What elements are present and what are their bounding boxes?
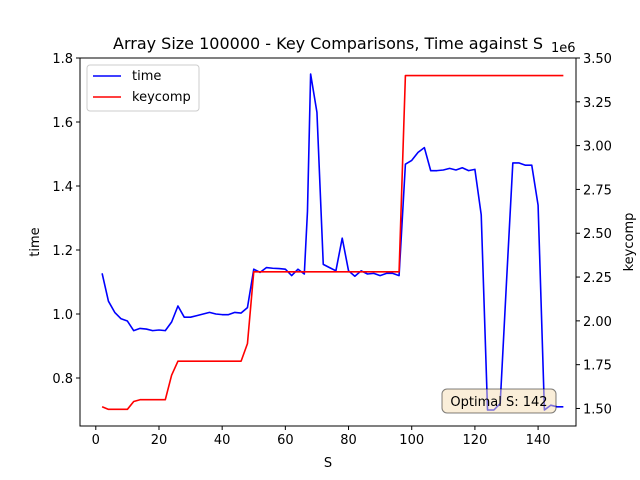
- y-right-tick-label: 2.25: [583, 271, 612, 286]
- series-layer: [101, 73, 564, 411]
- x-tick-label: 140: [526, 433, 551, 448]
- series-line-time: [101, 73, 564, 411]
- series-line-keycomp: [101, 74, 564, 411]
- x-tick-label: 120: [462, 433, 487, 448]
- annotation-box: [441, 388, 557, 414]
- legend: time keycomp: [86, 64, 200, 112]
- y-right-tick-label: 3.00: [583, 140, 612, 155]
- y-left-tick-label: 1.4: [52, 180, 73, 195]
- y-right-tick-label: 1.50: [583, 402, 612, 417]
- legend-label-time: time: [132, 69, 161, 84]
- legend-label-keycomp: keycomp: [132, 90, 191, 105]
- y-left-tick-label: 1.0: [52, 308, 73, 323]
- chart-title: Array Size 100000 - Key Comparisons, Tim…: [113, 34, 543, 53]
- y-left-axis-label: time: [28, 227, 43, 256]
- x-tick-label: 80: [340, 433, 357, 448]
- y-right-offset-label: 1e6: [551, 41, 576, 56]
- y-right-tick-label: 3.50: [583, 52, 612, 67]
- y-left-tick-label: 1.6: [52, 116, 73, 131]
- y-left-tick-label: 1.8: [52, 52, 73, 67]
- y-right-tick-label: 2.00: [583, 315, 612, 330]
- plot-frame: [79, 57, 577, 427]
- x-tick-label: 40: [214, 433, 231, 448]
- y-right-tick-label: 2.75: [583, 183, 612, 198]
- x-tick-label: 60: [277, 433, 294, 448]
- y-right-tick-label: 3.25: [583, 96, 612, 111]
- y-left-tick-label: 1.2: [52, 244, 73, 259]
- y-right-tick-label: 1.75: [583, 359, 612, 374]
- y-right-axis-label: keycomp: [622, 213, 637, 272]
- x-tick-label: 20: [151, 433, 168, 448]
- x-tick-label: 0: [92, 433, 100, 448]
- x-tick-label: 100: [399, 433, 424, 448]
- ticks-layer: 0 20 40 60 80 100 120 140 0.8 1.0 1.2 1.4 1.6 1.8 1.50…: [52, 52, 612, 448]
- optimal-annotation: Optimal S: 142: [441, 388, 557, 414]
- annotation-text: Optimal S: 142: [450, 395, 547, 410]
- y-left-tick-label: 0.8: [52, 372, 73, 387]
- x-axis-label: S: [324, 456, 332, 471]
- y-right-tick-label: 2.50: [583, 227, 612, 242]
